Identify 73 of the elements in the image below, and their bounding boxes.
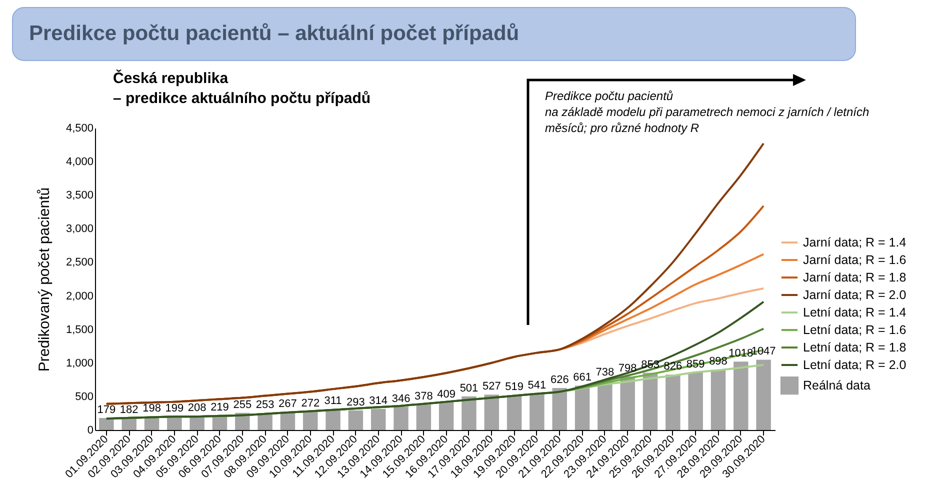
bar	[280, 412, 296, 430]
bar	[394, 406, 408, 430]
data-label: 182	[120, 404, 138, 416]
data-label: 311	[324, 395, 342, 408]
bar	[370, 408, 386, 430]
y-tick-label: 3,500	[66, 190, 94, 202]
bar	[552, 388, 567, 430]
data-label: 219	[210, 401, 229, 414]
data-label: 378	[414, 390, 433, 403]
data-label: 519	[505, 381, 524, 394]
legend-label: Jarní data; R = 2.0	[803, 288, 906, 302]
y-tick-label: 0	[87, 424, 94, 436]
bar	[620, 376, 635, 430]
data-label: 253	[256, 399, 274, 412]
bar	[303, 412, 318, 430]
data-label: 267	[278, 398, 297, 410]
data-label: 738	[596, 366, 614, 378]
bar	[574, 386, 590, 430]
bar	[756, 360, 771, 430]
data-label: 198	[142, 402, 161, 415]
legend-label: Letní data; R = 1.6	[803, 323, 906, 337]
data-label: 409	[437, 388, 456, 401]
bar	[122, 418, 136, 430]
y-tick-label: 2,000	[66, 290, 94, 302]
legend-label: Jarní data; R = 1.8	[803, 270, 906, 284]
y-tick-label: 2,500	[66, 256, 94, 269]
data-label: 208	[188, 402, 206, 414]
bar	[734, 362, 748, 430]
bar	[666, 374, 680, 430]
legend-label: Letní data; R = 1.4	[803, 306, 906, 320]
bar	[598, 380, 612, 430]
bar	[416, 404, 432, 430]
data-label: 199	[165, 402, 184, 415]
y-tick-label: 4,500	[66, 122, 94, 134]
annotation: Predikce počtu pacientů na základě modelu při parametrech nemoci z jarních / letních měsíců; pro různé hodnoty R	[545, 88, 870, 136]
chart-subtitle: Česká republika – predikce aktuálního počtu případů	[113, 69, 371, 107]
legend-label: Reálná data	[803, 378, 870, 392]
bar	[348, 410, 364, 430]
y-tick-label: 3,000	[66, 223, 94, 236]
data-label: 626	[550, 374, 569, 386]
bar	[530, 394, 544, 430]
legend-label: Jarní data; R = 1.6	[803, 253, 906, 267]
y-tick-label: 4,000	[66, 156, 94, 168]
bar	[710, 370, 726, 430]
data-label: 314	[369, 394, 388, 407]
data-label: 293	[346, 396, 365, 408]
data-label: 255	[233, 398, 252, 411]
legend-label: Letní data; R = 2.0	[803, 358, 906, 372]
bar	[438, 402, 454, 430]
bar	[642, 372, 658, 430]
bar	[167, 416, 182, 430]
y-axis-title: Predikovaný počet pacientů	[36, 187, 53, 372]
data-label: 541	[528, 380, 546, 392]
data-label: 798	[618, 362, 637, 374]
data-label: 1047	[751, 346, 776, 358]
chart-title: Predikce počtu pacientů – aktuální počet případů	[12, 7, 856, 61]
bar	[462, 396, 476, 430]
bar	[484, 394, 500, 430]
data-label: 527	[482, 380, 501, 393]
y-tick-label: 500	[75, 390, 94, 403]
data-label: 501	[460, 382, 478, 394]
data-label: 272	[301, 398, 320, 410]
bar	[99, 418, 114, 430]
y-tick-label: 1,000	[66, 357, 94, 370]
legend-label: Letní data; R = 1.8	[803, 340, 906, 354]
bar	[326, 409, 340, 430]
bar	[688, 372, 703, 430]
legend-label: Jarní data; R = 1.4	[803, 236, 906, 250]
y-tick-label: 1,500	[66, 324, 94, 336]
data-label: 661	[573, 372, 592, 384]
data-label: 346	[392, 392, 410, 405]
data-label: 179	[97, 404, 116, 416]
bar	[506, 395, 522, 430]
